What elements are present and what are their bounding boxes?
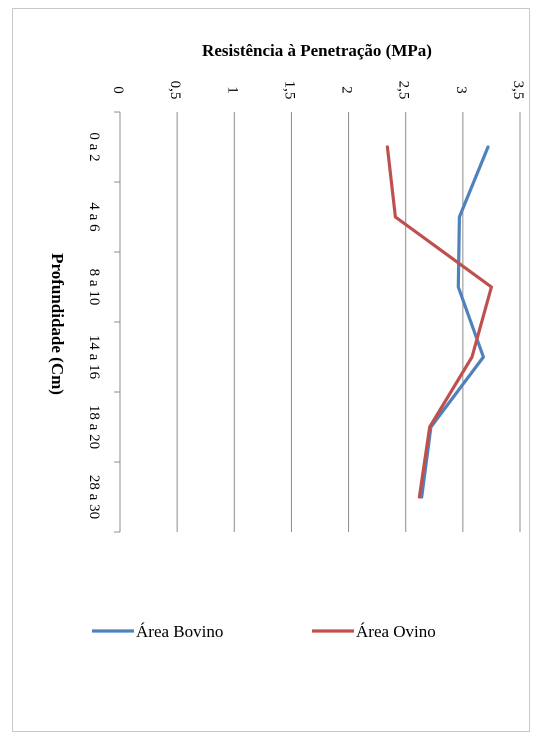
legend: Área Bovino Área Ovino (92, 622, 436, 641)
category-tick-label: 4 a 6 (86, 202, 102, 232)
category-tick-label: 14 a 16 (86, 335, 102, 380)
depth-axis-label: Profundidade (Cm) (48, 253, 67, 395)
value-tick-label: 0,5 (167, 81, 183, 100)
chart-title: Resistência à Penetração (MPa) (202, 41, 432, 60)
category-tick-label: 8 a 10 (86, 269, 102, 306)
legend-label: Área Bovino (136, 622, 223, 641)
value-tick-label: 1 (224, 86, 240, 94)
value-tick-label: 3,5 (510, 81, 526, 100)
tick-labels: 0 0,5 1 1,5 2 2,5 3 3,5 0 a 2 4 a 6 8 a 10 14 a 16 1… (86, 81, 526, 519)
grid-lines (176, 112, 521, 532)
series-line-1 (420, 145, 490, 499)
category-tick-label: 28 a 30 (86, 475, 102, 519)
chart-frame (12, 8, 530, 732)
category-tick-label: 0 a 2 (86, 132, 102, 161)
value-tick-label: 2,5 (396, 81, 412, 100)
value-tick-label: 3 (453, 86, 469, 94)
legend-label: Área Ovino (356, 622, 436, 641)
series (385, 145, 493, 499)
series-line-2 (385, 145, 493, 499)
axes (114, 111, 121, 533)
category-tick-label: 18 a 20 (86, 405, 102, 449)
value-tick-label: 0 (110, 86, 126, 94)
value-tick-label: 1,5 (281, 81, 297, 100)
value-tick-label: 2 (339, 86, 355, 94)
